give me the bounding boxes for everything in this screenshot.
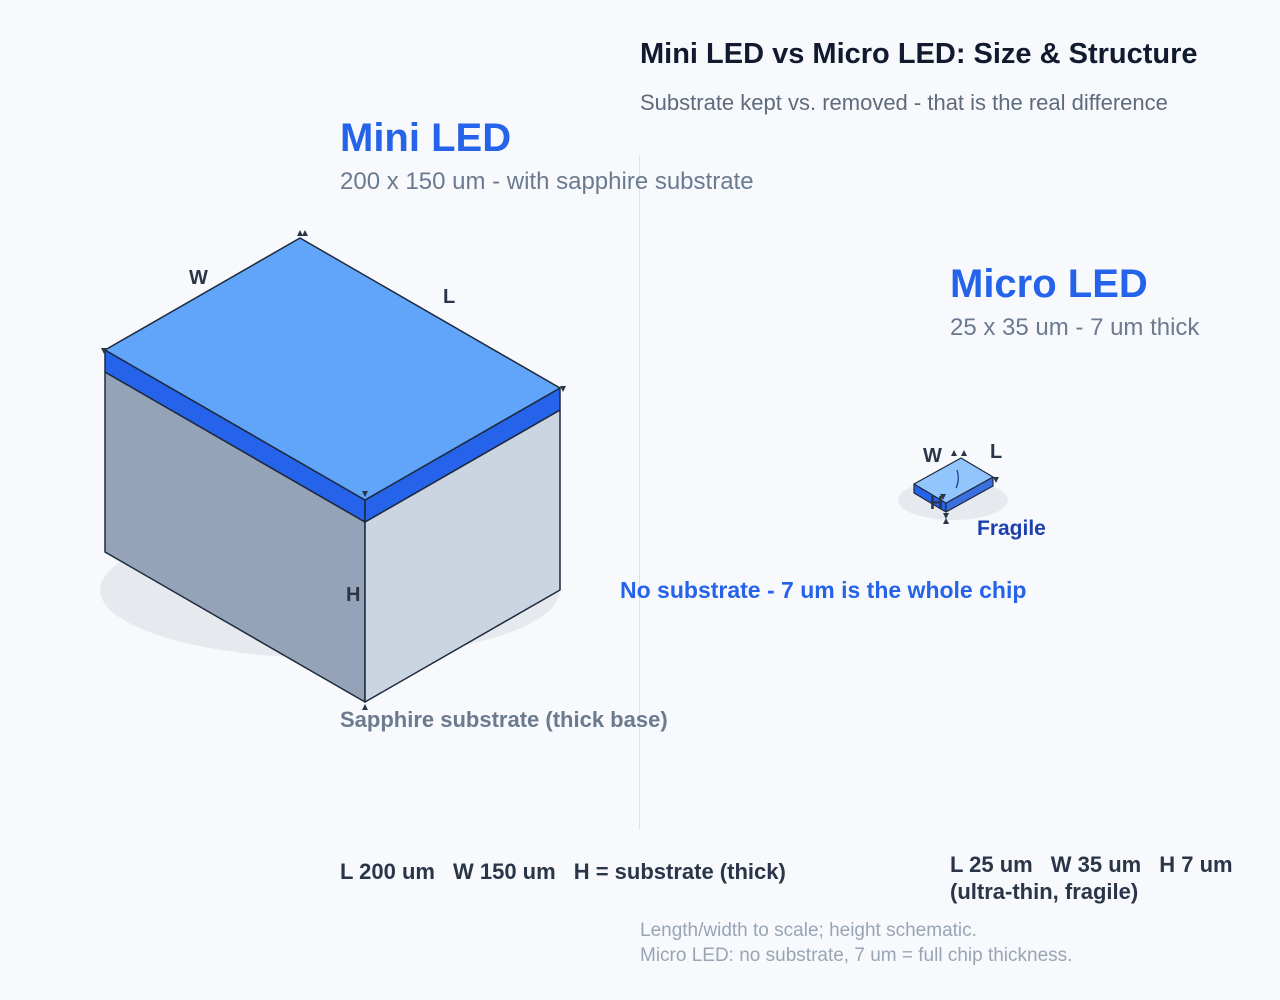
micro-crack-mark bbox=[955, 469, 959, 489]
micro-spec-width: W 35 um bbox=[1050, 852, 1142, 877]
diagram-title: Mini LED vs Micro LED: Size & Structure bbox=[640, 38, 1198, 70]
micro-no-substrate-note: No substrate - 7 um is the whole chip bbox=[620, 577, 1027, 603]
micro-dim-h-label: H bbox=[930, 493, 943, 513]
mini-led-specs: L 200 um W 150 um H = substrate (thick) bbox=[340, 859, 804, 885]
mini-spec-length: L 200 um bbox=[340, 859, 435, 884]
mini-dim-w-label: W bbox=[189, 267, 208, 289]
mini-dim-l-label: L bbox=[443, 286, 455, 308]
mini-led-heading: Mini LED bbox=[340, 116, 512, 160]
micro-fragile-label: Fragile bbox=[977, 517, 1046, 540]
micro-dim-w-label: W bbox=[923, 445, 942, 467]
mini-spec-height: H = substrate (thick) bbox=[573, 859, 786, 884]
footnote-micro: Micro LED: no substrate, 7 um = full chi… bbox=[640, 945, 1073, 966]
micro-led-chip bbox=[913, 457, 994, 513]
mini-spec-width: W 150 um bbox=[452, 859, 556, 884]
micro-spec-height: H 7 um bbox=[1159, 852, 1233, 877]
micro-led-spec-note: (ultra-thin, fragile) bbox=[950, 879, 1139, 904]
mini-dim-h-label: H bbox=[346, 584, 360, 606]
mini-chip-top-face bbox=[104, 237, 561, 501]
micro-spec-length: L 25 um bbox=[950, 852, 1033, 877]
footnote-scale: Length/width to scale; height schematic. bbox=[640, 920, 977, 941]
micro-dim-l-label: L bbox=[990, 441, 1002, 463]
mini-led-chip bbox=[104, 237, 561, 703]
micro-led-subheading: 25 x 35 um - 7 um thick bbox=[950, 314, 1200, 341]
micro-led-heading: Micro LED bbox=[950, 262, 1148, 306]
micro-dimension-markers bbox=[940, 450, 999, 524]
mini-led-subheading: 200 x 150 um - with sapphire substrate bbox=[340, 168, 754, 195]
center-divider bbox=[639, 155, 640, 830]
diagram-subtitle: Substrate kept vs. removed - that is the… bbox=[640, 90, 1168, 115]
micro-led-specs: L 25 um W 35 um H 7 um bbox=[950, 852, 1233, 878]
mini-substrate-label: Sapphire substrate (thick base) bbox=[340, 707, 668, 732]
mini-dimension-markers bbox=[101, 230, 566, 710]
